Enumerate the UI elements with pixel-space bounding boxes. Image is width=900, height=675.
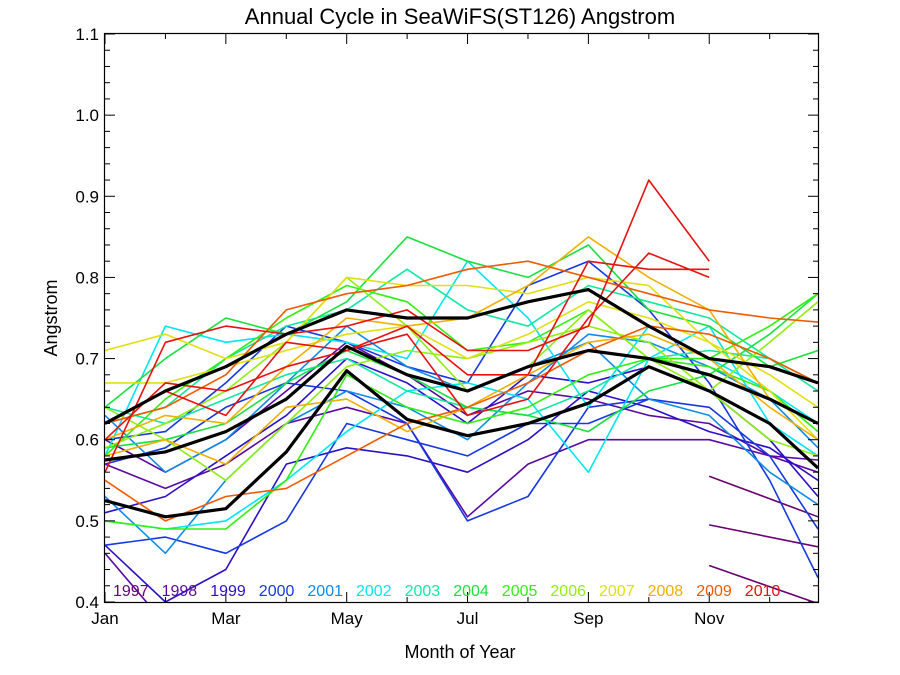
x-tick-label: Jul: [457, 609, 479, 628]
series-1999-line-2: [105, 390, 818, 602]
plot-frame: [103, 32, 820, 604]
series-1998-line-3: [105, 552, 148, 602]
legend-item-2010: 2010: [745, 583, 781, 600]
series-1997-line-3: [708, 564, 816, 602]
legend: 1997 1998 1999 2000 2001 2002 2003 2004 2005 2006…: [113, 583, 780, 600]
y-tick-label: 0.9: [75, 187, 99, 206]
legend-item-2002: 2002: [356, 583, 392, 600]
legend-item-2001: 2001: [307, 583, 343, 600]
series-bold-14-line-1: [105, 288, 818, 425]
y-tick-label: 0.4: [75, 593, 99, 612]
legend-item-2005: 2005: [502, 583, 538, 600]
legend-item-1998: 1998: [162, 583, 198, 600]
series-2000-line-1: [105, 382, 818, 530]
y-tick-label: 0.5: [75, 512, 99, 531]
axis-layer: 0.4 0.5 0.6 0.7 0.8 0.9 1.0 1.1 Jan Mar May Jul Sep N…: [75, 25, 818, 628]
x-axis-label: Month of Year: [404, 642, 515, 662]
legend-item-1999: 1999: [210, 583, 246, 600]
series-1997: [708, 475, 818, 602]
y-tick-label: 1.0: [75, 106, 99, 125]
series-2009: [105, 260, 818, 522]
y-axis-label: Angstrom: [41, 279, 61, 356]
series-2010-line-1: [105, 179, 710, 473]
series-bold-14-line-2: [105, 344, 818, 462]
series-2005-line-2: [105, 357, 818, 530]
x-tick-label: Jan: [91, 609, 118, 628]
legend-item-2003: 2003: [405, 583, 441, 600]
series-1997-line-2: [709, 524, 818, 548]
x-tick-label: Sep: [573, 609, 603, 628]
legend-item-2004: 2004: [453, 583, 489, 600]
chart-title: Annual Cycle in SeaWiFS(ST126) Angstrom: [245, 4, 675, 29]
series-2006: [105, 276, 818, 482]
legend-item-2000: 2000: [259, 583, 295, 600]
x-tick-label: May: [331, 609, 364, 628]
legend-item-2009: 2009: [696, 583, 732, 600]
y-tick-label: 1.1: [75, 25, 99, 44]
legend-item-2008: 2008: [648, 583, 684, 600]
series-bold-14-line-3: [105, 365, 818, 519]
series-2004-line-1: [105, 236, 818, 408]
series-2009-line-2: [105, 260, 818, 425]
y-tick-label: 0.8: [75, 268, 99, 287]
series-2000-line-3: [105, 398, 650, 555]
series-1997-line-1: [708, 475, 818, 518]
series-2010-line-3: [105, 260, 710, 441]
legend-item-2006: 2006: [550, 583, 586, 600]
series-bold-14: [105, 288, 818, 519]
x-tick-label: Nov: [694, 609, 725, 628]
series-2002: [105, 260, 818, 530]
series-2010-line-2: [105, 252, 710, 425]
y-tick-label: 0.6: [75, 431, 99, 450]
y-tick-label: 0.7: [75, 350, 99, 369]
legend-item-2007: 2007: [599, 583, 635, 600]
series-2009-line-1: [105, 325, 818, 522]
series-2010: [105, 179, 710, 473]
series-layer: [105, 179, 818, 602]
legend-item-1997: 1997: [113, 583, 149, 600]
x-tick-label: Mar: [211, 609, 241, 628]
